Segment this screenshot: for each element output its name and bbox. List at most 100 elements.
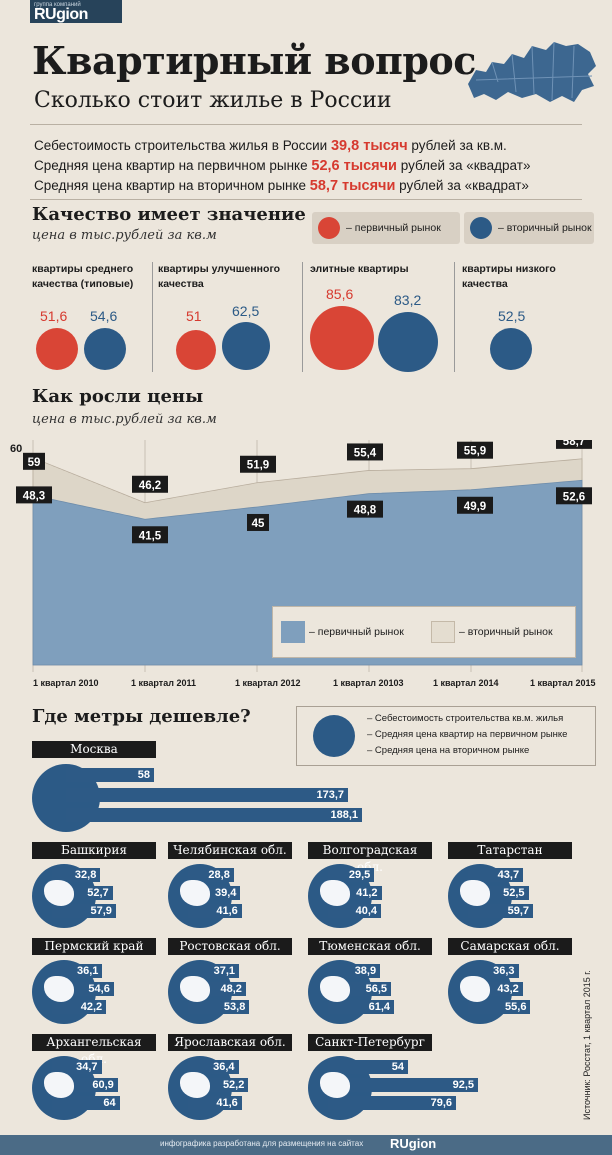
value-bar: 59,7 [468,904,533,918]
region-shape-icon [313,715,355,757]
svg-text:52,6: 52,6 [563,491,585,503]
value-secondary: 54,6 [90,308,118,324]
separator [454,262,455,372]
coat-of-arms-icon [176,330,216,370]
region-card: Ростовская обл. 37,1 48,2 53,8 [168,938,294,1028]
region-name: Пермский край [32,938,156,955]
svg-text:48,8: 48,8 [354,505,377,517]
region-name: Башкирия [32,842,156,859]
region-name: Челябинская обл. [168,842,292,859]
quality-title: Качество имеет значение [32,204,306,225]
logo[interactable]: RUgion [34,6,88,23]
value-secondary: 83,2 [394,292,422,308]
region-card: Челябинская обл. 28,8 39,4 41,6 [168,842,294,932]
svg-text:45: 45 [252,518,265,530]
page-subtitle: Сколько стоит жилье в России [34,88,392,113]
region-shape-icon [180,880,210,906]
svg-text:58,7: 58,7 [563,440,585,448]
legend-secondary: – вторичный рынок [464,212,594,244]
separator [302,262,303,372]
growth-subtitle: цена в тыс.рублей за кв.м [32,412,217,427]
value-bar: 92,5 [328,1078,478,1092]
data-label-primary: 49,9 [457,496,493,514]
data-label-primary: 52,6 [556,487,592,505]
value-bar: 64 [52,1096,120,1110]
coat-of-arms-icon [222,322,270,370]
region-shape-icon [460,976,490,1002]
region-name: Ярославская обл. [168,1034,292,1051]
quality-group-label: квартиры улучшенного качества [158,263,281,291]
region-name: Санкт-Петербург [308,1034,432,1051]
value-secondary: 62,5 [232,303,260,319]
value-bar: 42,2 [52,1000,107,1014]
region-shape-icon [320,1072,350,1098]
value-secondary: 52,5 [498,308,526,324]
russia-map-icon [468,41,596,102]
value-bar: 173,7 [66,788,348,802]
data-label-secondary: 55,9 [457,441,493,459]
legend-swatch-primary [281,621,305,643]
value-bar: 36,3 [468,964,519,978]
region-name: Татарстан [448,842,572,859]
chart-legend: – первичный рынок – вторичный рынок [272,606,576,658]
region-card: Пермский край 36,1 54,6 42,2 [32,938,158,1028]
svg-text:46,2: 46,2 [139,480,161,492]
region-shape-icon [180,976,210,1002]
coat-of-arms-icon [470,217,492,239]
region-shape-icon [460,880,490,906]
growth-title: Как росли цены [32,386,204,407]
value-bar: 41,6 [188,904,242,918]
value-bar: 38,9 [328,964,381,978]
coat-of-arms-icon [490,328,532,370]
value-bar: 55,6 [468,1000,531,1014]
x-tick-label: 1 квартал 2010 [33,678,99,688]
stat-secondary: Средняя цена квартир на вторичном рынке … [34,178,529,194]
value-bar: 29,5 [328,868,375,882]
x-tick-label: 1 квартал 2015 [530,678,596,688]
x-tick-label: 1 квартал 2014 [433,678,499,688]
value-bar: 28,8 [188,868,234,882]
coat-of-arms-icon [310,306,374,370]
region-card: Татарстан 43,7 52,5 59,7 [448,842,574,932]
data-label-primary: 41,5 [132,526,168,544]
divider [30,199,582,200]
value-bar: 36,1 [52,964,103,978]
quality-group-label: квартиры среднего качества (типовые) [32,263,134,291]
data-label-secondary: 46,2 [132,475,168,493]
source-note: Источник: Росстат, 1 квартал 2015 г. [582,970,592,1120]
quality-subtitle: цена в тыс.рублей за кв.м [32,228,217,243]
coat-of-arms-icon [84,328,126,370]
x-tick-label: 1 квартал 20103 [333,678,404,688]
value-bar: 58 [66,768,154,782]
value-bar: 32,8 [52,868,101,882]
data-label-primary: 48,3 [16,486,52,504]
region-card: Башкирия 32,8 52,7 57,9 [32,842,158,932]
logo-tagline: группа компаний [34,2,81,8]
value-bar: 57,9 [52,904,116,918]
value-bar: 53,8 [188,1000,250,1014]
region-shape-icon [44,976,74,1002]
region-card: Тюменская обл. 38,9 56,5 61,4 [308,938,434,1028]
x-tick-label: 1 квартал 2011 [131,678,196,688]
value-bar: 61,4 [328,1000,395,1014]
separator [152,262,153,372]
svg-text:59: 59 [28,457,41,469]
region-card: Ярославская обл. 36,4 52,2 41,6 [168,1034,294,1124]
svg-text:51,9: 51,9 [247,460,269,472]
region-card: Архангельская обл. 34,7 60,9 64 [32,1034,158,1124]
region-name: Архангельская обл. [32,1034,156,1066]
svg-text:49,9: 49,9 [464,501,486,513]
value-primary: 85,6 [326,286,354,302]
footer-text: инфографика разработана для размещения н… [160,1139,364,1148]
value-bar: 54 [328,1060,408,1074]
region-shape-icon [44,1072,74,1098]
page-title: Квартирный вопрос [32,38,476,83]
footer-logo[interactable]: RUgion [390,1136,437,1151]
region-card: Санкт-Петербург 54 92,5 79,6 [308,1034,478,1124]
quality-group-label: квартиры низкого качества [462,263,556,291]
data-label-secondary: 55,4 [347,443,383,461]
value-bar: 188,1 [66,808,362,822]
region-shape-icon [320,976,350,1002]
data-label-primary: 48,8 [347,500,383,518]
region-shape-icon [44,880,74,906]
